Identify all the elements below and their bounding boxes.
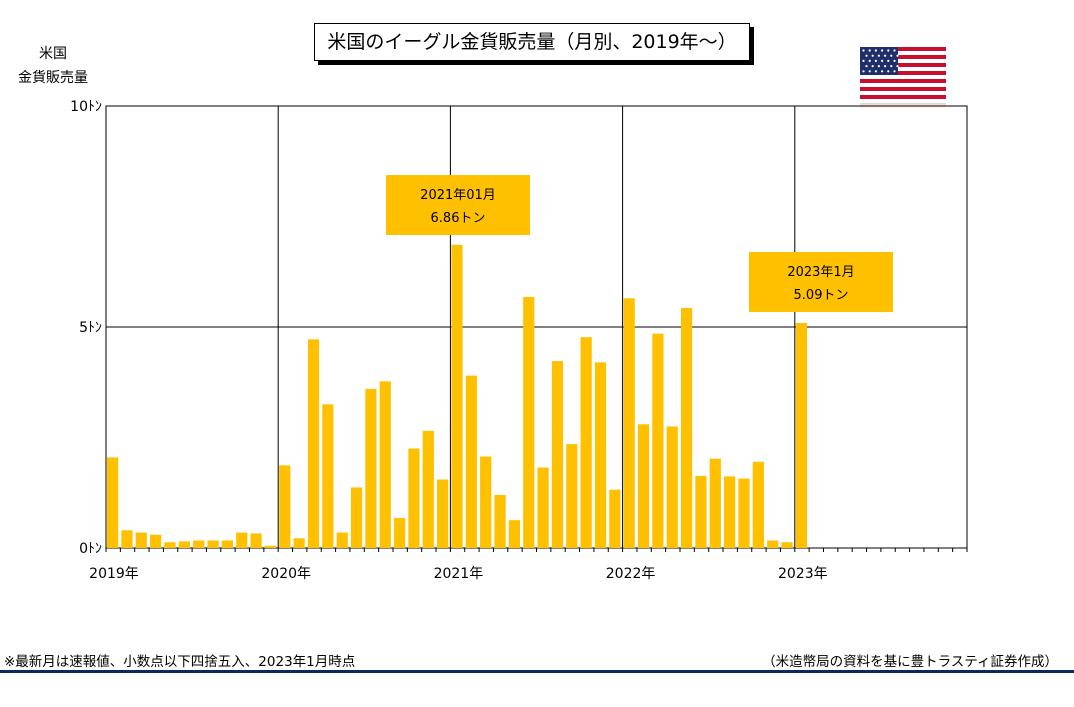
bar (350, 487, 363, 548)
bar (465, 375, 477, 548)
bar (681, 307, 693, 548)
bar (422, 430, 434, 548)
bar (724, 476, 736, 548)
bar (551, 361, 564, 548)
bar (293, 538, 305, 548)
callout-text: 6.86トン (431, 211, 486, 226)
bar (379, 381, 391, 548)
bar (365, 388, 377, 548)
bar (623, 298, 635, 548)
callout-box (386, 175, 530, 235)
bar (795, 323, 807, 548)
callout-text: 2021年01月 (420, 188, 496, 203)
bar (394, 517, 406, 548)
bar (451, 244, 463, 548)
bar (594, 362, 607, 548)
bar (652, 333, 664, 548)
chart-title: 米国のイーグル金貨販売量（月別、2019年〜） (314, 23, 750, 61)
bar (695, 475, 707, 548)
bar (580, 337, 592, 548)
bar (781, 542, 793, 548)
bar (121, 530, 133, 548)
bar (437, 479, 449, 548)
bar (250, 533, 262, 548)
callout-text: 5.09トン (794, 288, 849, 303)
bar (279, 465, 291, 548)
x-tick-label: 2022年 (606, 566, 656, 582)
bar (264, 545, 277, 548)
x-tick-label: 2021年 (434, 566, 484, 582)
callout-box (749, 252, 893, 312)
bar (150, 534, 162, 548)
bottom-rule (0, 670, 1074, 673)
bar (537, 467, 549, 548)
bar (752, 461, 764, 548)
y-tick-label: 10ﾄﾝ (70, 99, 102, 115)
x-tick-label: 2020年 (261, 566, 311, 582)
bar-chart: 0ﾄﾝ 5ﾄﾝ 10ﾄﾝ 2019年 2020年 2021年 2022年 2023年 2021年… (70, 99, 968, 582)
bar (508, 520, 520, 548)
footnote: ※最新月は速報値、小数点以下四捨五入、2023年1月時点 (4, 654, 356, 670)
bar (221, 540, 233, 548)
bar (135, 532, 147, 548)
bar (494, 494, 506, 548)
bar (307, 339, 320, 548)
bar (107, 457, 119, 548)
y-axis-label: 米国 金貨販売量 (10, 42, 96, 90)
bar (738, 478, 750, 548)
bar (178, 541, 190, 548)
bar (480, 456, 492, 548)
y-axis-label-line-2: 金貨販売量 (18, 70, 88, 86)
bar (609, 489, 621, 548)
x-tick-label: 2023年 (778, 566, 828, 582)
bar (164, 542, 176, 548)
us-flag-icon (860, 47, 946, 111)
bar (637, 424, 650, 548)
bar (709, 458, 721, 548)
bar (207, 540, 219, 548)
bar (408, 448, 420, 548)
x-tick-label: 2019年 (89, 566, 139, 582)
bar (767, 540, 779, 548)
source-note: （米造幣局の資料を基に豊トラスティ証券作成） (762, 654, 1058, 670)
bar (236, 532, 248, 548)
bar (322, 404, 334, 548)
bar (666, 426, 678, 548)
y-axis-label-line-1: 米国 (39, 46, 67, 62)
bar (336, 532, 348, 548)
bar (193, 540, 205, 548)
callout-text: 2023年1月 (787, 265, 854, 280)
bar (566, 444, 578, 548)
y-tick-label: 0ﾄﾝ (79, 541, 102, 557)
bar (523, 296, 535, 548)
y-tick-label: 5ﾄﾝ (79, 320, 102, 336)
